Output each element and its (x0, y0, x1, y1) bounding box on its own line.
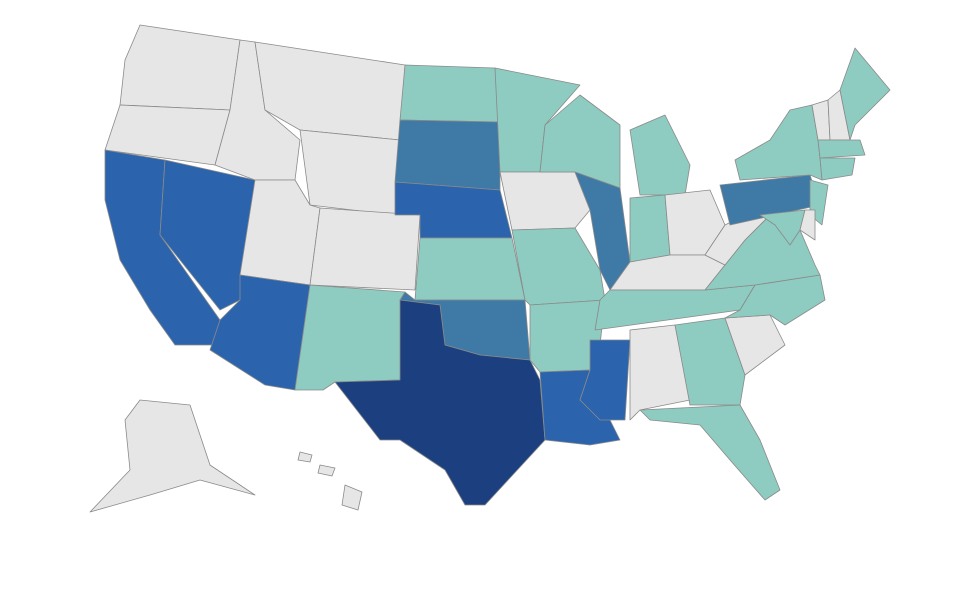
state (299, 129, 401, 216)
state (799, 209, 816, 241)
state (629, 194, 671, 263)
state (734, 104, 823, 181)
state (89, 399, 256, 513)
state (629, 114, 691, 196)
state (159, 159, 256, 311)
state (394, 119, 501, 191)
state (817, 139, 866, 159)
state (399, 64, 501, 123)
state (511, 227, 606, 306)
state (119, 24, 241, 111)
state (341, 484, 363, 511)
state (674, 317, 746, 406)
state (639, 404, 781, 501)
state (317, 464, 336, 477)
state (414, 237, 526, 301)
state (839, 47, 891, 141)
state (819, 157, 856, 181)
state (759, 209, 806, 246)
state (499, 171, 591, 231)
state (629, 324, 691, 421)
state (294, 284, 406, 391)
state (297, 451, 313, 463)
state (334, 299, 546, 506)
state (309, 207, 421, 291)
